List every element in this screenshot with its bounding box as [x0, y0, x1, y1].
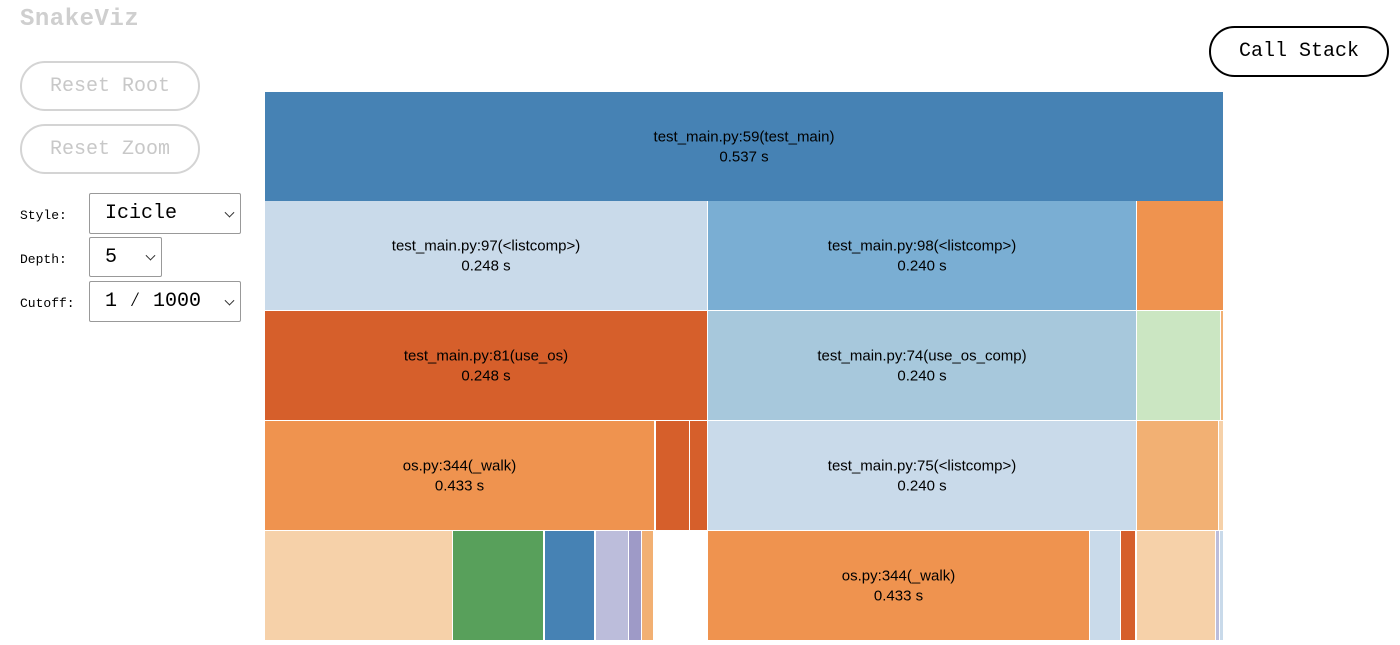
cutoff-label: Cutoff:: [20, 296, 75, 311]
icicle-node-rect[interactable]: [708, 201, 1136, 310]
reset-root-button[interactable]: Reset Root: [20, 61, 200, 111]
icicle-node[interactable]: test_main.py:81(use_os) 0.248 s: [265, 311, 707, 420]
cutoff-select[interactable]: 1 ⁄ 1000: [89, 281, 241, 322]
icicle-node-time: 0.248 s: [461, 368, 510, 385]
depth-label: Depth:: [20, 252, 67, 267]
icicle-node-time: 0.537 s: [719, 149, 768, 166]
icicle-node-name: os.py:344(_walk): [842, 568, 955, 585]
icicle-node-rect[interactable]: [265, 311, 707, 420]
icicle-node-rect[interactable]: [1137, 531, 1215, 640]
icicle-node[interactable]: [1137, 421, 1218, 530]
icicle-node[interactable]: [1137, 531, 1215, 640]
icicle-node-rect[interactable]: [708, 531, 1089, 640]
icicle-node[interactable]: [690, 421, 707, 530]
icicle-node-time: 0.433 s: [874, 588, 923, 605]
icicle-node[interactable]: test_main.py:74(use_os_comp) 0.240 s: [708, 311, 1136, 420]
icicle-node[interactable]: [453, 531, 543, 640]
icicle-node-rect[interactable]: [690, 421, 707, 530]
icicle-node-time: 0.240 s: [897, 258, 946, 275]
icicle-node-name: test_main.py:98(<listcomp>): [828, 238, 1016, 255]
icicle-node-rect[interactable]: [1137, 421, 1218, 530]
icicle-node[interactable]: [1090, 531, 1120, 640]
icicle-node[interactable]: [629, 531, 641, 640]
icicle-node-rect[interactable]: [642, 531, 653, 640]
icicle-node-rect[interactable]: [1090, 531, 1120, 640]
icicle-node-name: test_main.py:75(<listcomp>): [828, 458, 1016, 475]
icicle-node[interactable]: [1221, 311, 1223, 420]
icicle-node[interactable]: [1219, 421, 1223, 530]
icicle-node[interactable]: test_main.py:97(<listcomp>) 0.248 s: [265, 201, 707, 310]
app-title: SnakeViz: [20, 6, 140, 33]
icicle-node[interactable]: [596, 531, 628, 640]
style-label: Style:: [20, 208, 67, 223]
icicle-node-rect[interactable]: [1221, 311, 1223, 420]
icicle-node[interactable]: [642, 531, 653, 640]
icicle-node-time: 0.433 s: [435, 478, 484, 495]
icicle-node[interactable]: [1216, 531, 1219, 640]
icicle-node[interactable]: os.py:344(_walk) 0.433 s: [708, 531, 1089, 640]
icicle-node[interactable]: [1220, 531, 1223, 640]
icicle-node-rect[interactable]: [708, 311, 1136, 420]
icicle-node-rect[interactable]: [1220, 531, 1223, 640]
icicle-node[interactable]: [545, 531, 594, 640]
icicle-node-rect[interactable]: [656, 421, 689, 530]
icicle-node-rect[interactable]: [1219, 421, 1223, 530]
icicle-node-name: test_main.py:81(use_os): [404, 348, 568, 365]
icicle-node-rect[interactable]: [265, 201, 707, 310]
icicle-node-rect[interactable]: [265, 531, 452, 640]
icicle-node[interactable]: [656, 421, 689, 530]
depth-select[interactable]: 5: [89, 237, 162, 277]
icicle-node[interactable]: test_main.py:98(<listcomp>) 0.240 s: [708, 201, 1136, 310]
icicle-node-rect[interactable]: [265, 421, 654, 530]
icicle-node-rect[interactable]: [1216, 531, 1219, 640]
icicle-node-rect[interactable]: [1137, 311, 1220, 420]
style-select[interactable]: Icicle: [89, 193, 241, 234]
icicle-node-name: test_main.py:97(<listcomp>): [392, 238, 580, 255]
icicle-node-rect[interactable]: [1137, 201, 1223, 310]
icicle-node[interactable]: [1121, 531, 1135, 640]
icicle-node-time: 0.248 s: [461, 258, 510, 275]
icicle-node[interactable]: test_main.py:59(test_main) 0.537 s: [265, 92, 1223, 201]
cutoff-select-value: 1 ⁄ 1000: [105, 290, 202, 313]
icicle-node-rect[interactable]: [1121, 531, 1135, 640]
reset-zoom-button[interactable]: Reset Zoom: [20, 124, 200, 174]
depth-select-value: 5: [105, 245, 118, 269]
call-stack-button[interactable]: Call Stack: [1209, 26, 1389, 77]
icicle-node[interactable]: [1137, 311, 1220, 420]
icicle-node-time: 0.240 s: [897, 368, 946, 385]
icicle-node-rect[interactable]: [708, 421, 1136, 530]
icicle-node-rect[interactable]: [265, 92, 1223, 201]
icicle-node-rect[interactable]: [545, 531, 594, 640]
icicle-node-name: test_main.py:59(test_main): [654, 129, 835, 146]
icicle-node-name: test_main.py:74(use_os_comp): [817, 348, 1026, 365]
icicle-node[interactable]: test_main.py:75(<listcomp>) 0.240 s: [708, 421, 1136, 530]
icicle-node-rect[interactable]: [453, 531, 543, 640]
icicle-node[interactable]: [1137, 201, 1223, 310]
icicle-node[interactable]: os.py:344(_walk) 0.433 s: [265, 421, 654, 530]
icicle-node[interactable]: [265, 531, 452, 640]
icicle-node-time: 0.240 s: [897, 478, 946, 495]
icicle-node-rect[interactable]: [596, 531, 628, 640]
icicle-node-name: os.py:344(_walk): [403, 458, 516, 475]
style-select-value: Icicle: [105, 202, 178, 225]
icicle-node-rect[interactable]: [629, 531, 641, 640]
